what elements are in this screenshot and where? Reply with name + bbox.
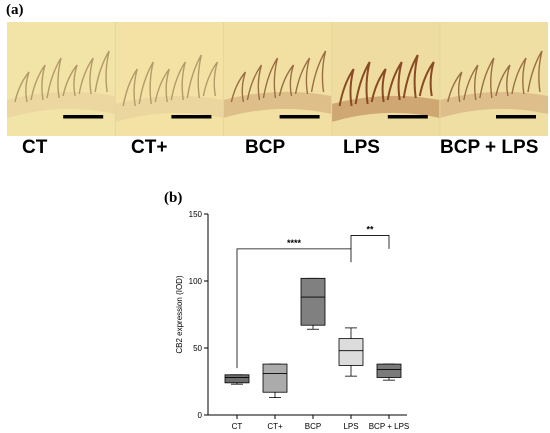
micrograph-label-bcp: BCP	[245, 137, 286, 158]
micrograph-label-ct: CT	[22, 137, 48, 158]
tissue-band	[439, 91, 548, 118]
micrograph-ct-	[114, 22, 224, 136]
tissue-spike	[246, 64, 263, 101]
micrograph-bcp-lps	[439, 22, 548, 136]
tissue-spike	[463, 64, 479, 101]
tissue-spike	[386, 61, 403, 101]
box-ct-	[262, 363, 288, 398]
micrograph-label-ctplus: CT+	[131, 137, 168, 158]
tissue-spike	[186, 54, 203, 99]
micrograph-lps	[331, 22, 441, 136]
box-bcp	[300, 277, 326, 330]
tissue-spike	[447, 71, 463, 103]
y-tick-label: 100	[189, 277, 203, 286]
box-iqr	[262, 363, 288, 393]
significance-bracket: ****	[236, 238, 352, 369]
panel-b-label: (b)	[164, 190, 183, 206]
bracket-line	[350, 235, 390, 249]
tissue-band	[7, 91, 116, 118]
scale-bar	[171, 115, 212, 119]
y-axis-label: CB2 expression (IOD)	[175, 275, 184, 354]
micrograph-bcp	[222, 22, 333, 136]
box-iqr	[224, 374, 250, 384]
x-tick-label: BCP	[305, 422, 321, 431]
tissue-spike	[138, 61, 154, 105]
micrograph-label-bcplps: BCP + LPS	[440, 137, 539, 158]
panel-a-label: (a)	[6, 2, 24, 18]
tissue-spike	[511, 57, 527, 95]
tissue-spike	[230, 71, 247, 103]
tissue-band	[223, 91, 332, 118]
significance-label: ****	[287, 238, 302, 248]
tissue-spike	[170, 61, 186, 101]
box-bcp-lps	[376, 363, 402, 381]
micrograph-strip	[7, 22, 548, 136]
x-tick-label: LPS	[343, 422, 358, 431]
tissue-spike	[94, 50, 110, 93]
tissue-spike	[202, 61, 219, 97]
tissue-spike	[402, 54, 419, 99]
tissue-spike	[154, 68, 170, 103]
tissue-spike	[370, 68, 387, 103]
scale-bar	[279, 115, 320, 119]
tissue-spike	[310, 50, 327, 93]
x-tick-label: CT+	[267, 422, 283, 431]
micrograph-ct	[7, 22, 116, 136]
tissue-band	[331, 95, 440, 122]
tissue-spike	[14, 71, 30, 103]
tissue-spike	[78, 57, 94, 95]
box-iqr	[300, 277, 326, 326]
tissue-spike	[278, 64, 295, 97]
scale-bar	[63, 115, 104, 119]
tissue-spike	[46, 57, 62, 99]
y-tick-label: 0	[198, 411, 203, 420]
tissue-spike	[294, 57, 311, 95]
x-tick-label: BCP + LPS	[369, 422, 410, 431]
tissue-spike	[418, 61, 435, 97]
tissue-spike	[527, 50, 543, 93]
box-lps	[338, 327, 364, 377]
tissue-spike	[338, 68, 355, 107]
tissue-spike	[122, 68, 138, 107]
scale-bar	[496, 115, 536, 119]
tissue-spike	[479, 57, 495, 99]
y-tick-label: 150	[189, 210, 203, 219]
tissue-spike	[495, 64, 511, 97]
box-iqr	[376, 363, 402, 378]
box-ct	[224, 374, 250, 385]
bracket-line	[236, 248, 352, 369]
x-tick-label: CT	[232, 422, 243, 431]
significance-label: **	[366, 224, 374, 234]
micrograph-label-lps: LPS	[343, 137, 380, 158]
significance-bracket: **	[350, 224, 390, 249]
y-tick-label: 50	[193, 344, 202, 353]
tissue-band	[115, 95, 224, 122]
tissue-spike	[354, 61, 371, 105]
box-iqr	[338, 338, 364, 366]
scale-bar	[387, 115, 428, 119]
tissue-spike	[30, 64, 46, 101]
tissue-spike	[62, 64, 78, 97]
tissue-spike	[262, 57, 279, 99]
